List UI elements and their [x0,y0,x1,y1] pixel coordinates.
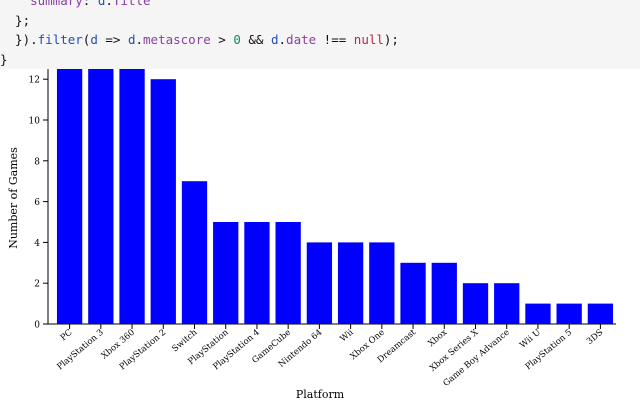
bar [400,262,426,324]
code-token: Title [112,0,151,8]
bar [431,262,457,324]
code-line: }).filter(d => d.metascore > 0 && d.date… [0,30,640,50]
code-token: metascore [143,32,211,47]
code-token: d [97,0,106,8]
code-token: && [240,32,271,47]
code-token: }). [0,32,38,47]
y-tick-label: 8 [34,157,40,167]
code-token: . [135,32,144,47]
bar [306,242,333,324]
chart-container: 0 2 4 6 8 10 12 PC PlayStation 3 Xbox 360 PlaySta… [0,69,640,401]
bar [337,242,364,324]
code-line: summary: d.Title [0,0,640,11]
code-token: filter [37,32,83,47]
code-token: 0 [233,32,241,47]
code-line: }; [0,11,640,31]
code-token: > [210,32,234,47]
x-tick-label: Wii [338,327,355,344]
bar [56,69,83,324]
x-tick-label: 3DS [585,328,605,347]
code-line: } [0,50,640,70]
x-tick-label: Wii U [518,328,543,351]
code-token [0,0,30,8]
y-tick-label: 10 [29,117,41,127]
code-token: date [286,32,317,47]
bar [213,222,239,324]
bar [181,181,208,324]
code-token: => [97,32,128,47]
y-axis-label: Number of Games [7,147,20,249]
code-editor-panel: summary: d.Title }; }).filter(d => d.met… [0,0,640,69]
y-tick-label: 12 [29,76,40,86]
bar [88,69,114,324]
bar [462,283,489,324]
x-tick-label: Switch [170,327,199,354]
bar [150,79,176,324]
code-token: !== [316,32,354,47]
bar [587,303,614,324]
bar [244,222,270,324]
code-token: d [270,32,279,47]
y-tick-label: 6 [34,198,40,208]
bar [494,283,520,324]
code-lines: summary: d.Title }; }).filter(d => d.met… [0,0,640,69]
y-tick-label: 2 [34,280,40,290]
code-token: ( [82,32,91,47]
code-token: . [105,0,113,8]
y-tick-label: 4 [34,239,40,249]
y-axis: 0 2 4 6 8 10 12 [29,69,49,331]
bar [369,242,395,324]
code-token: d [127,32,136,47]
code-token: } [0,51,8,67]
code-token: : [82,0,98,8]
bar [275,222,301,324]
x-tick-label: PC [59,328,75,344]
code-token: null [353,32,384,47]
y-tick-label: 0 [34,321,40,331]
code-token: }; [0,12,31,28]
code-token: ); [383,32,399,47]
x-tick-label: Xbox [426,328,449,350]
code-token: d [90,32,98,47]
x-axis-label: Platform [296,388,345,400]
code-token: summary [30,0,83,8]
bar [525,303,551,324]
bar [556,303,582,324]
bar [119,69,145,324]
bars-group [56,69,614,324]
code-token: . [278,32,287,47]
